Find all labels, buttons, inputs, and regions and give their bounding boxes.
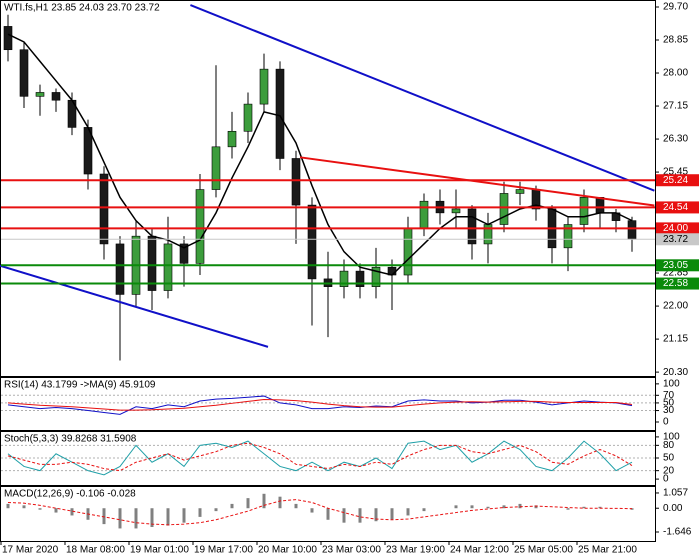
- trendline: [0, 264, 269, 348]
- candle-body: [275, 68, 285, 159]
- candle-body: [35, 92, 45, 97]
- candle-body: [451, 208, 461, 214]
- candle-body: [19, 49, 29, 97]
- y-tick-label: 50: [663, 453, 675, 464]
- x-tick-label: 19 Mar 17:00: [194, 545, 253, 556]
- level-label: 25.24: [663, 175, 688, 186]
- level-label: 23.72: [663, 234, 688, 245]
- y-tick-label: 21.15: [663, 334, 688, 345]
- panel-title: WTI.fs,H1 23.85 24.03 23.70 23.72: [4, 3, 160, 14]
- x-tick-label: 23 Mar 03:00: [322, 545, 381, 556]
- candle-body: [163, 243, 173, 291]
- level-label-box: [656, 259, 699, 272]
- y-tick-label: 70: [663, 390, 675, 401]
- y-tick-label: 1.057: [663, 488, 688, 499]
- y-tick-label: 29.70: [663, 2, 688, 13]
- y-tick-label: 100: [663, 432, 680, 443]
- candle-body: [179, 243, 189, 264]
- trendline: [299, 156, 655, 207]
- level-label-box: [656, 174, 699, 187]
- candle-body: [627, 220, 637, 240]
- panel-title: Stoch(5,3,3) 39.8268 31.5908: [4, 434, 137, 445]
- candle-body: [403, 228, 413, 276]
- candle-body: [227, 130, 237, 148]
- indicator-line: [7, 499, 633, 526]
- candle-body: [499, 193, 509, 225]
- candle-body: [51, 92, 61, 101]
- y-tick-label: -1.646: [663, 527, 692, 538]
- level-label-box: [656, 277, 699, 290]
- y-tick-label: 100: [663, 379, 680, 390]
- candle-body: [243, 103, 253, 132]
- candle-body: [291, 158, 301, 206]
- candle-body: [339, 270, 349, 287]
- y-tick-label: 30: [663, 405, 675, 416]
- y-tick-label: 28.85: [663, 35, 688, 46]
- level-label-box: [656, 233, 699, 246]
- candle-body: [259, 68, 269, 105]
- y-tick-label: 0: [663, 417, 669, 428]
- panel-title: RSI(14) 43.1799 ->MA(9) 45.9109: [4, 380, 156, 391]
- y-tick-label: 20: [663, 465, 675, 476]
- y-tick-label: 25.45: [663, 167, 688, 178]
- candle-body: [467, 208, 477, 245]
- candle-body: [371, 266, 381, 287]
- level-label: 24.54: [663, 202, 688, 213]
- x-tick-label: 25 Mar 05:00: [514, 545, 573, 556]
- candle-body: [147, 235, 157, 291]
- candle-body: [595, 197, 605, 214]
- y-tick-label: 0: [663, 474, 669, 485]
- candle-body: [563, 224, 573, 249]
- x-tick-label: 18 Mar 08:00: [66, 545, 125, 556]
- level-label: 24.00: [663, 223, 688, 234]
- level-label: 23.05: [663, 260, 688, 271]
- y-tick-label: 22.00: [663, 301, 688, 312]
- x-tick-label: 20 Mar 10:00: [258, 545, 317, 556]
- trendline: [190, 4, 655, 192]
- candle-body: [419, 200, 429, 229]
- candle-body: [579, 197, 589, 225]
- candle-body: [99, 173, 109, 245]
- y-tick-label: 20.30: [663, 367, 688, 378]
- level-label-box: [656, 222, 699, 235]
- y-tick-label: 80: [663, 440, 675, 451]
- y-tick-label: 22.85: [663, 268, 688, 279]
- x-tick-label: 25 Mar 21:00: [578, 545, 637, 556]
- y-tick-label: 50: [663, 398, 675, 409]
- candle-body: [115, 243, 125, 295]
- y-tick-label: 28.00: [663, 68, 688, 79]
- candle-body: [195, 189, 205, 264]
- candle-body: [211, 146, 221, 190]
- x-tick-label: 24 Mar 12:00: [450, 545, 509, 556]
- y-tick-label: 26.30: [663, 134, 688, 145]
- candle-body: [355, 270, 365, 287]
- y-tick-label: 27.15: [663, 101, 688, 112]
- indicator-line: [7, 398, 633, 411]
- x-tick-label: 17 Mar 2020: [2, 545, 59, 556]
- candle-body: [515, 189, 525, 194]
- candle-body: [3, 26, 13, 51]
- x-tick-label: 19 Mar 01:00: [130, 545, 189, 556]
- candle-body: [307, 204, 317, 280]
- level-label: 22.58: [663, 278, 688, 289]
- level-label-box: [656, 201, 699, 214]
- y-tick-label: 0.00: [663, 503, 683, 514]
- indicator-line: [7, 442, 633, 472]
- panel-title: MACD(12,26,9) -0.106 -0.028: [4, 489, 136, 500]
- x-tick-label: 23 Mar 19:00: [386, 545, 445, 556]
- indicator-line: [7, 440, 633, 476]
